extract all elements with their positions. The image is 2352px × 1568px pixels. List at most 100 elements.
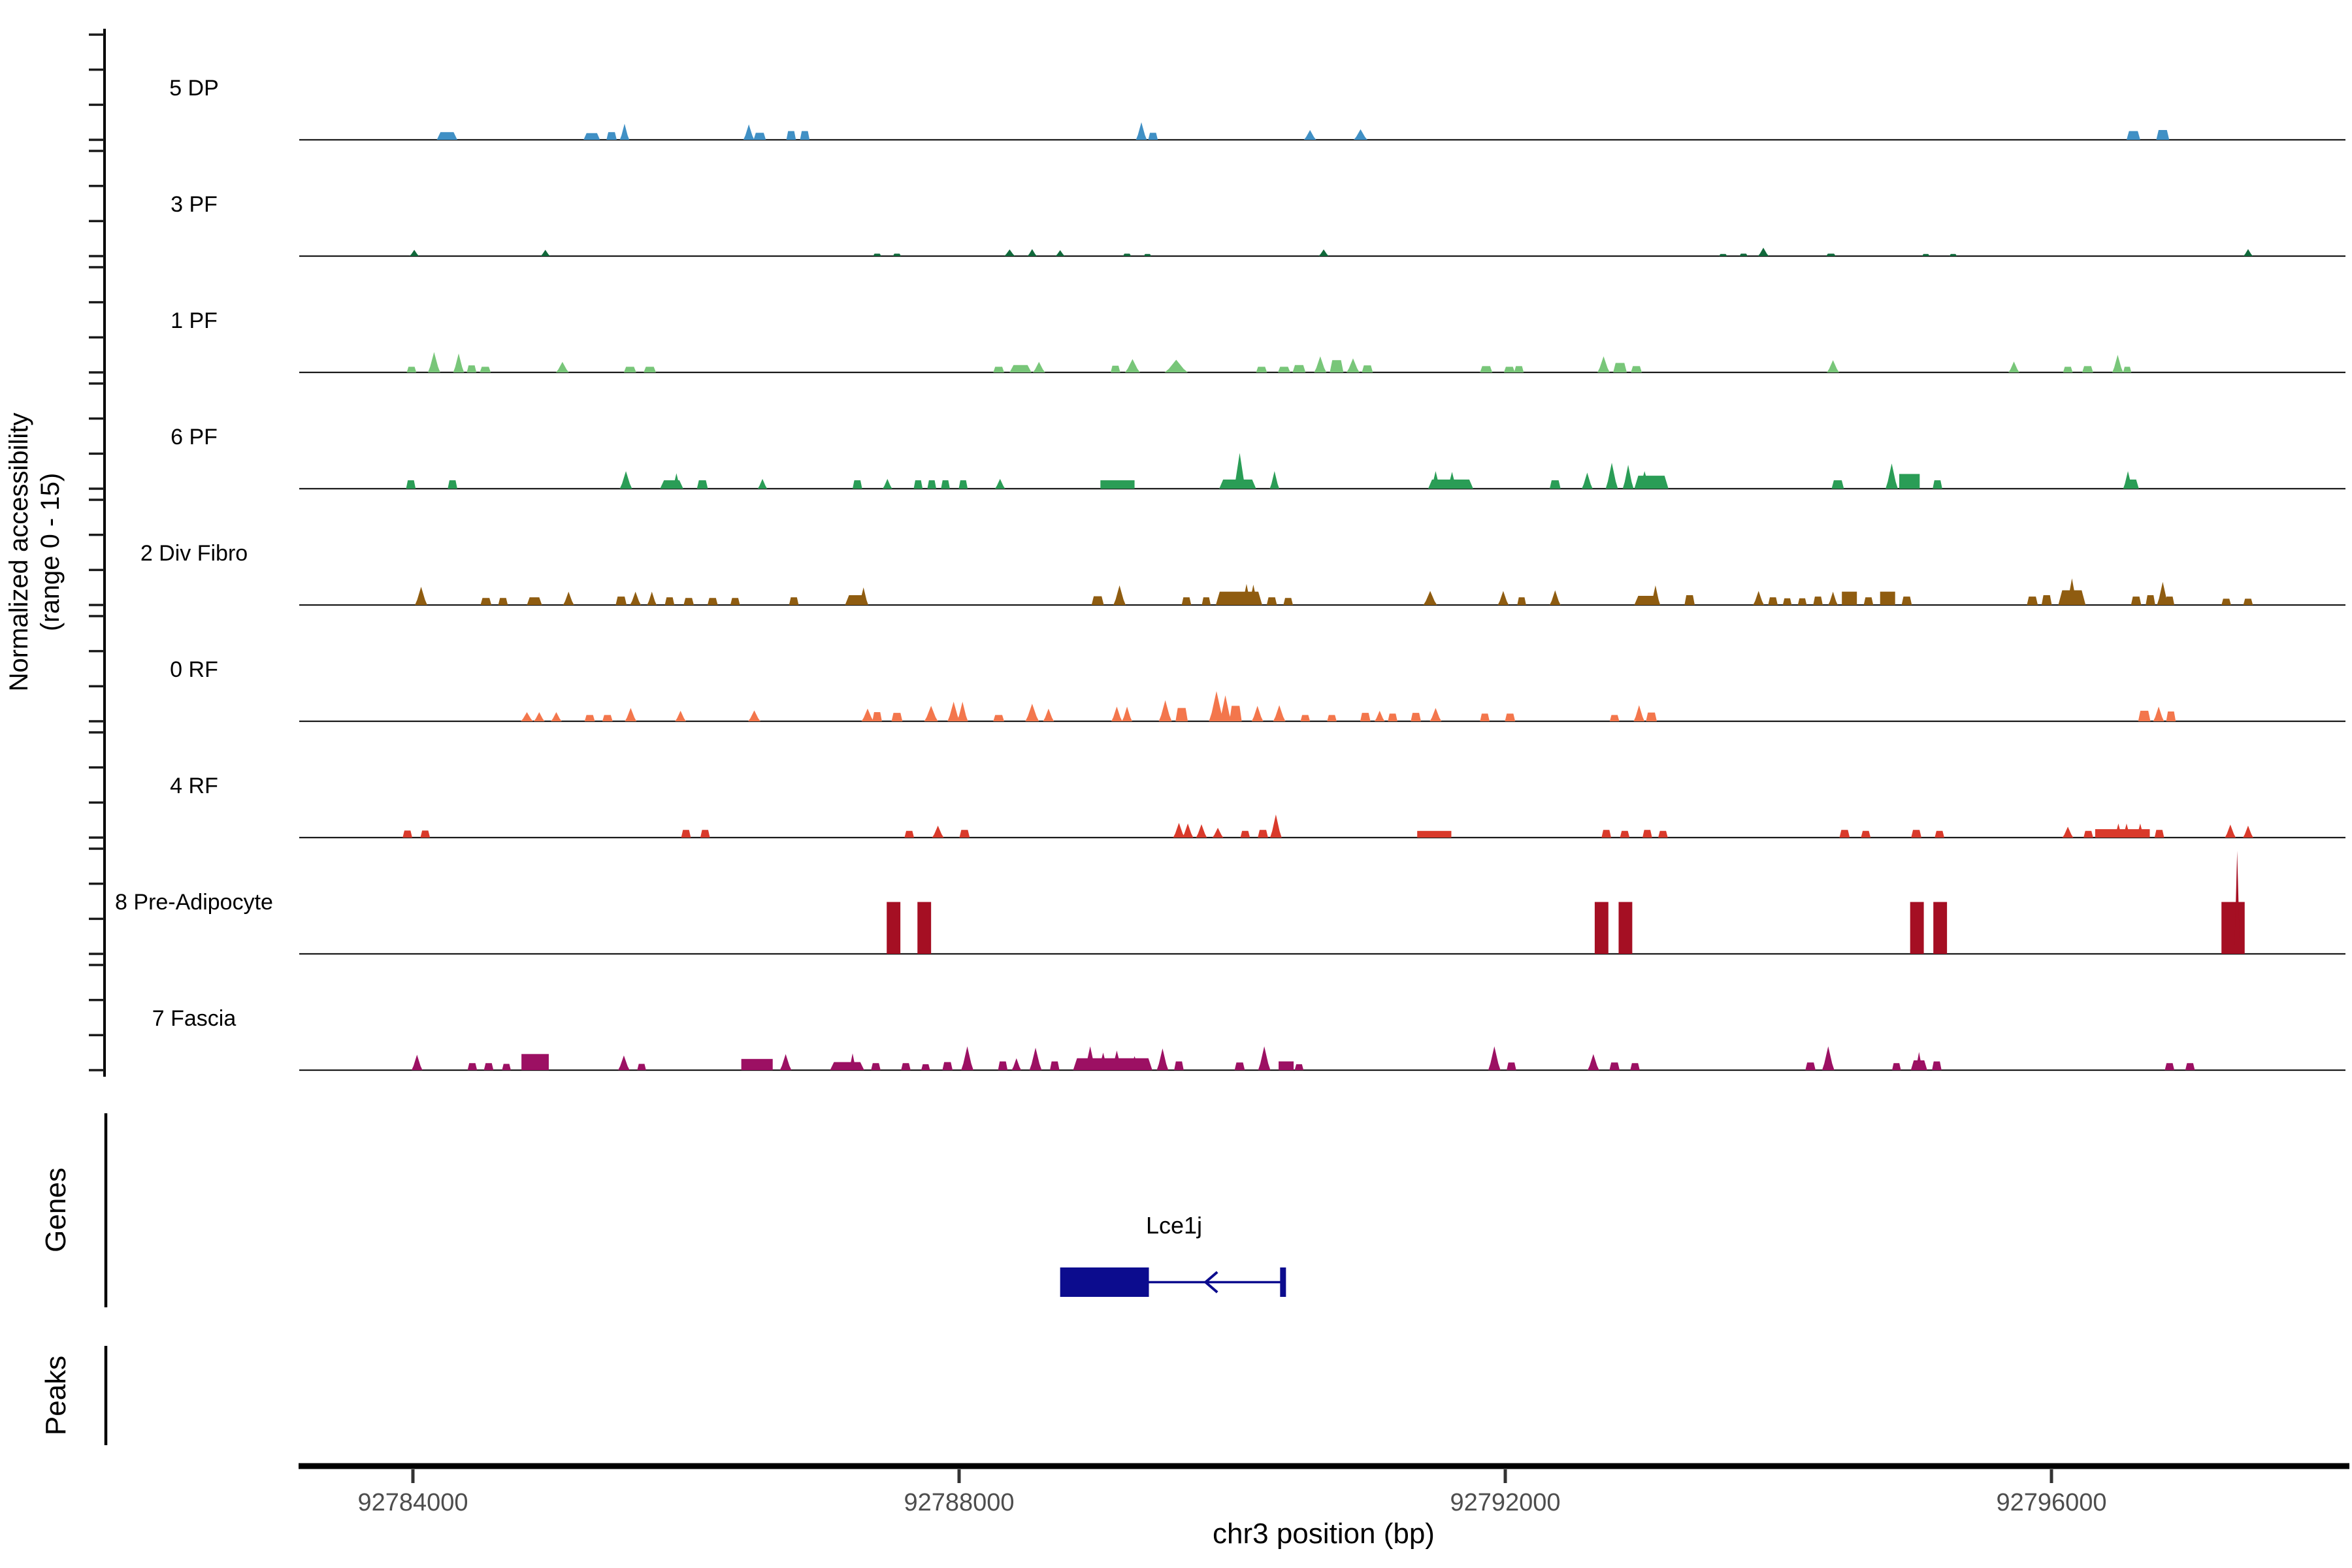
x-axis-title: chr3 position (bp) xyxy=(1213,1518,1435,1550)
coverage-peak xyxy=(1122,253,1132,256)
coverage-peak xyxy=(2146,595,2155,605)
coverage-peak xyxy=(1901,596,1912,605)
coverage-peak xyxy=(2221,902,2245,954)
gene-exon-box xyxy=(1060,1267,1149,1297)
coverage-peak xyxy=(406,367,417,372)
coverage-peak xyxy=(1827,360,1840,372)
coverage-peak xyxy=(696,480,708,489)
coverage-peak xyxy=(1362,365,1373,372)
coverage-peak xyxy=(521,712,533,721)
coverage-peak xyxy=(1294,1064,1304,1070)
coverage-peak xyxy=(1011,1058,1022,1070)
coverage-peak xyxy=(2225,825,2236,838)
coverage-peak xyxy=(2082,366,2093,372)
coverage-peak xyxy=(1143,253,1152,256)
coverage-peak xyxy=(1113,585,1126,605)
coverage-peak xyxy=(675,710,686,721)
coverage-peak xyxy=(1582,472,1593,489)
coverage-peak xyxy=(1258,830,1268,838)
coverage-peak xyxy=(1009,365,1032,372)
coverage-peak xyxy=(1650,585,1661,605)
coverage-peak xyxy=(1233,453,1246,489)
coverage-peak xyxy=(861,708,874,721)
coverage-peak xyxy=(1212,827,1224,838)
coverage-peak xyxy=(2136,823,2145,838)
coverage-peak xyxy=(480,598,492,605)
coverage-peak xyxy=(1100,480,1135,489)
coverage-peak xyxy=(1507,1062,1516,1070)
coverage-peak xyxy=(1634,476,1669,489)
coverage-peak xyxy=(533,712,545,721)
coverage-peak xyxy=(2243,825,2253,838)
coverage-peak xyxy=(1388,713,1397,721)
coverage-peak xyxy=(786,131,796,140)
coverage-peak xyxy=(630,591,642,605)
coverage-peak xyxy=(1618,902,1633,954)
coverage-peak xyxy=(1098,1053,1109,1070)
coverage-peak xyxy=(467,1063,478,1070)
coverage-peak xyxy=(887,902,901,954)
track-4-rf: 4 RF xyxy=(170,774,2345,839)
coverage-peak xyxy=(917,902,932,954)
coverage-peak xyxy=(2185,1063,2195,1070)
coverage-peak xyxy=(1549,590,1561,605)
coverage-peak xyxy=(1258,1046,1271,1070)
coverage-peak xyxy=(1911,830,1921,838)
coverage-peak xyxy=(2041,595,2052,605)
track-6-pf: 6 PF xyxy=(171,425,2345,490)
coverage-peak xyxy=(619,123,630,140)
coverage-peak xyxy=(1739,253,1748,256)
coverage-peak xyxy=(583,133,600,140)
coverage-peak xyxy=(1821,1046,1835,1070)
coverage-peak xyxy=(1241,583,1252,605)
coverage-peak xyxy=(959,830,970,838)
coverage-peak xyxy=(1480,713,1490,721)
coverage-peak xyxy=(2243,249,2253,256)
coverage-peak xyxy=(871,1063,881,1070)
coverage-peak xyxy=(1111,1050,1122,1070)
coverage-peak xyxy=(1630,1063,1640,1070)
coverage-peak xyxy=(2234,851,2240,954)
coverage-peak xyxy=(1175,708,1188,721)
coverage-peak xyxy=(2122,823,2131,838)
track-label-1-pf: 1 PF xyxy=(171,308,218,333)
coverage-peak xyxy=(958,480,968,489)
coverage-peak xyxy=(1597,356,1610,372)
coverage-peak xyxy=(1910,902,1924,954)
coverage-peak xyxy=(1411,713,1421,721)
coverage-peak xyxy=(618,1055,630,1070)
coverage-peak xyxy=(1156,1048,1169,1070)
coverage-peak xyxy=(1642,830,1652,838)
track-label-7-fascia: 7 Fascia xyxy=(152,1006,237,1031)
coverage-peak xyxy=(913,480,923,489)
coverage-peak xyxy=(901,1063,911,1070)
coverage-peak xyxy=(852,480,862,489)
track-8-pre-adipocyte: 8 Pre-Adipocyte xyxy=(115,851,2345,955)
coverage-peak xyxy=(1273,705,1286,721)
coverage-peak xyxy=(2243,598,2253,605)
coverage-peak xyxy=(2027,596,2038,605)
coverage-peak xyxy=(1517,597,1526,605)
coverage-peak xyxy=(1757,248,1769,256)
coverage-peak xyxy=(1318,249,1329,256)
coverage-peak xyxy=(1330,360,1344,372)
x-axis-tick-label: 92788000 xyxy=(904,1489,1014,1516)
coverage-peak xyxy=(2166,711,2176,721)
coverage-peak xyxy=(904,830,915,838)
coverage-peak xyxy=(1594,902,1609,954)
coverage-peak xyxy=(563,591,574,605)
coverage-peak xyxy=(625,708,637,721)
gene-tss-bar xyxy=(1280,1267,1286,1297)
coverage-peak xyxy=(1027,249,1037,256)
gene-name-label: Lce1j xyxy=(1146,1212,1202,1239)
track-label-4-rf: 4 RF xyxy=(170,774,218,798)
coverage-peak xyxy=(2063,367,2073,372)
coverage-peak xyxy=(1091,596,1104,605)
coverage-peak xyxy=(409,250,419,256)
coverage-peak xyxy=(873,253,881,256)
track-label-0-rf: 0 RF xyxy=(170,657,218,682)
coverage-peak xyxy=(1314,356,1327,372)
coverage-peak xyxy=(2126,131,2140,140)
coverage-peak xyxy=(1240,830,1250,838)
coverage-peak xyxy=(932,825,944,838)
